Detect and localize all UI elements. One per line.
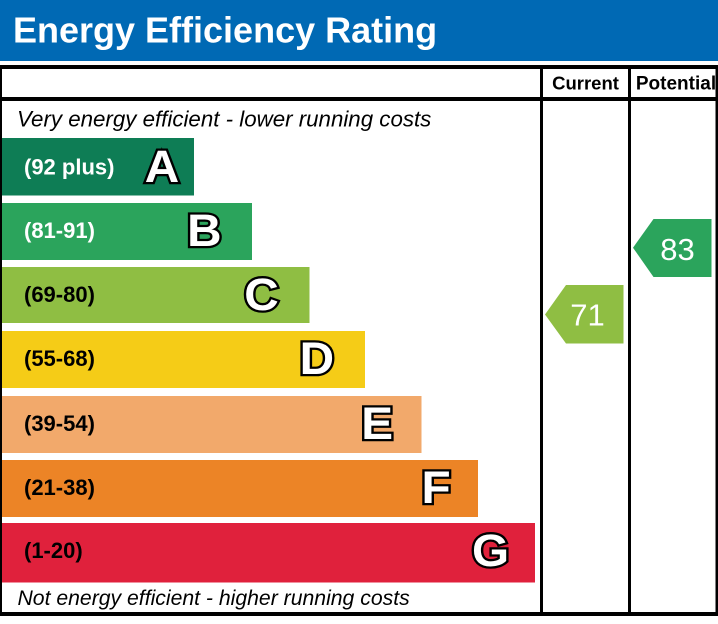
svg-text:F: F: [421, 462, 450, 512]
svg-text:(55-68): (55-68): [24, 346, 95, 371]
svg-text:Energy Efficiency Rating: Energy Efficiency Rating: [13, 9, 437, 50]
svg-text:B: B: [187, 205, 221, 255]
svg-text:71: 71: [570, 298, 604, 333]
svg-text:(1-20): (1-20): [24, 538, 83, 563]
svg-text:(21-38): (21-38): [24, 475, 95, 500]
svg-text:C: C: [244, 269, 278, 319]
svg-text:A: A: [145, 141, 179, 191]
svg-text:Very energy efficient - lower: Very energy efficient - lower running co…: [17, 107, 431, 132]
svg-text:(81-91): (81-91): [24, 218, 95, 243]
svg-text:(69-80): (69-80): [24, 282, 95, 307]
svg-text:Potential: Potential: [636, 74, 716, 95]
svg-text:83: 83: [660, 232, 694, 267]
svg-text:Current: Current: [552, 73, 619, 94]
svg-text:G: G: [472, 525, 509, 575]
svg-text:(39-54): (39-54): [24, 411, 95, 436]
svg-text:Not energy efficient - higher: Not energy efficient - higher running co…: [18, 587, 411, 610]
svg-text:D: D: [300, 333, 334, 383]
svg-text:E: E: [361, 398, 393, 448]
svg-text:(92 plus): (92 plus): [24, 154, 114, 179]
